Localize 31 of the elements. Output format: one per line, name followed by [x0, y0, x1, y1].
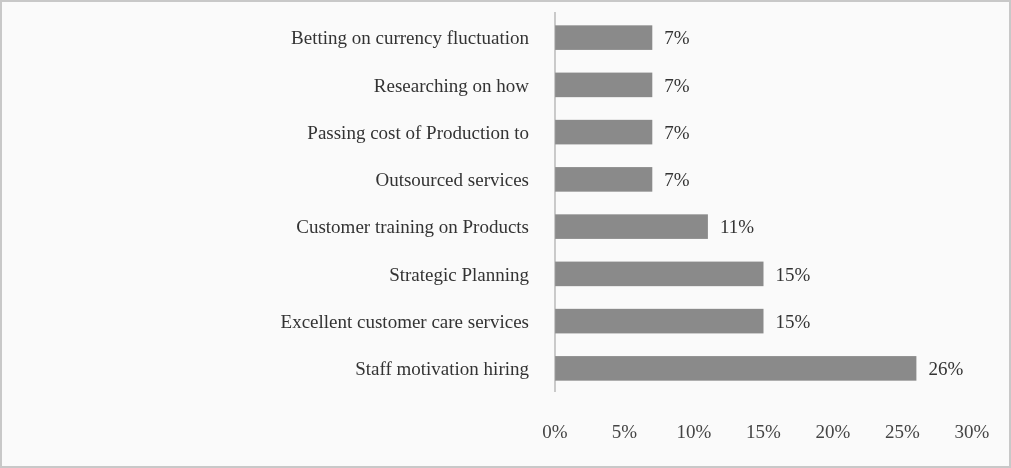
x-tick-label: 15%	[746, 421, 782, 442]
x-tick-label: 0%	[542, 421, 568, 442]
data-label: 11%	[719, 216, 755, 238]
x-tick-label: 20%	[815, 421, 851, 442]
bar	[555, 72, 653, 98]
x-tick-label: 30%	[954, 421, 990, 442]
x-tick-label: 25%	[885, 421, 921, 442]
bar	[555, 261, 764, 287]
y-tick-label: Excellent customer care services	[280, 310, 529, 332]
x-tick-label: 10%	[676, 421, 712, 442]
data-label: 15%	[775, 310, 811, 332]
bar	[555, 356, 917, 381]
y-tick-label: Betting on currency fluctuation	[291, 27, 530, 49]
data-label: 15%	[775, 263, 811, 285]
y-tick-label: Outsourced services	[375, 169, 529, 191]
bar	[555, 308, 764, 334]
bar	[555, 119, 653, 145]
y-tick-label: Customer training on Products	[296, 216, 529, 238]
bar	[555, 167, 653, 192]
data-label: 7%	[664, 121, 690, 143]
y-tick-label: Passing cost of Production to	[307, 121, 529, 143]
bar	[555, 214, 708, 239]
data-label: 7%	[664, 27, 690, 49]
x-tick-label: 5%	[611, 421, 638, 442]
bar	[555, 25, 653, 50]
y-tick-label: Researching on how	[373, 74, 530, 96]
y-tick-label: Staff motivation hiring	[355, 358, 530, 380]
data-label: 26%	[928, 358, 964, 380]
data-label: 7%	[664, 169, 690, 191]
y-tick-label: Strategic Planning	[389, 263, 530, 285]
data-label: 7%	[664, 74, 690, 96]
